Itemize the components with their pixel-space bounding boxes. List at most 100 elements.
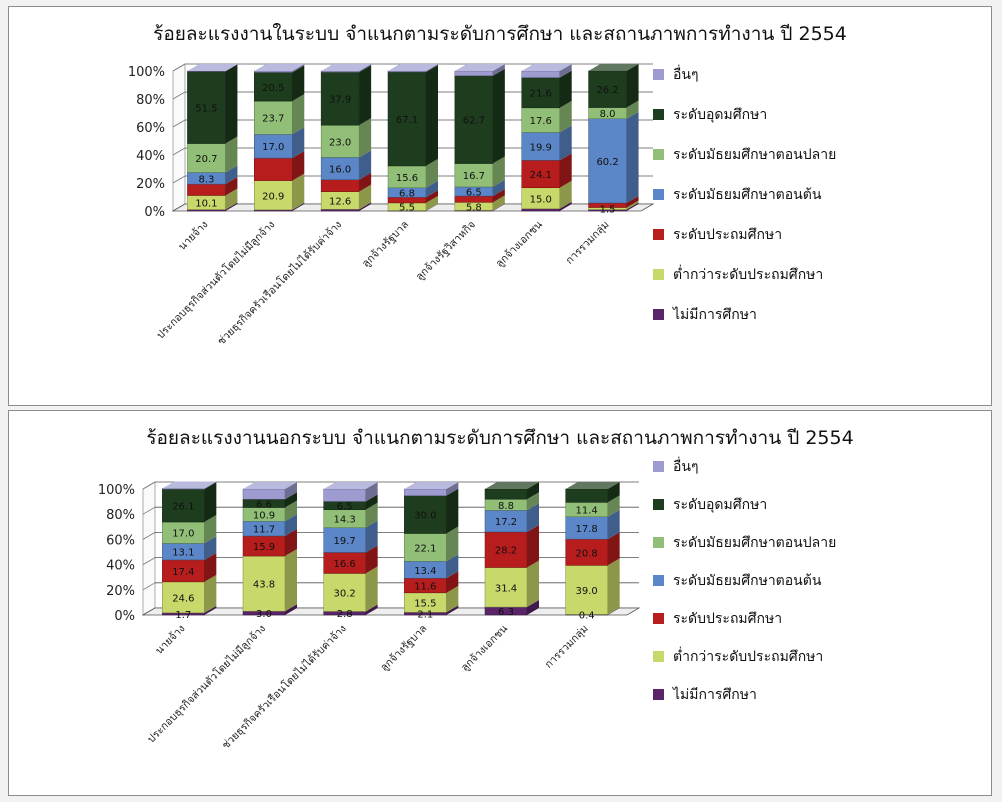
legend-label: ระดับอุดมศึกษา: [673, 107, 767, 123]
category-label: ช่วยธุรกิจครัวเรือนโดยไม่ได้รับค่าจ้าง: [215, 218, 345, 348]
data-label: 13.4: [414, 566, 436, 577]
bar-segment-side: [285, 604, 297, 615]
formal-workforce-chart: 0% 20% 40% 60% 80% 100% 10.1 8.3 20.7 51.5 นายจ้าง…: [128, 63, 836, 348]
bar-segment-side: [527, 600, 539, 615]
bar-segment: [323, 573, 366, 612]
bar-segment: [320, 179, 360, 192]
bar-segment: [162, 581, 205, 614]
bar-segment: [242, 488, 286, 500]
data-label: 2.8: [337, 609, 353, 620]
legend-swatch: [653, 651, 664, 662]
legend-label: ไม่มีการศึกษา: [672, 686, 757, 703]
data-label: 30.0: [414, 511, 436, 522]
bar-segment: [521, 70, 560, 78]
legend-swatch: [653, 689, 664, 700]
data-label: 39.0: [576, 586, 598, 597]
legend-label: ระดับมัธยมศึกษาตอนต้น: [673, 187, 822, 203]
bar-segment-side: [292, 65, 305, 102]
bar-segment-side: [365, 502, 378, 528]
bar-segment-side: [559, 70, 572, 108]
bar-segment: [521, 132, 560, 161]
bar-segment: [588, 70, 627, 108]
bar-segment-side: [292, 94, 305, 135]
bar-segment: [320, 209, 360, 212]
data-label: 23.7: [262, 114, 284, 125]
y-tick-label: 0%: [144, 205, 165, 220]
bar-segment-side: [292, 202, 305, 211]
category-label: นายจ้าง: [153, 623, 187, 657]
bar-segment-side: [285, 492, 297, 508]
bar-segment-side: [292, 173, 305, 210]
legend-swatch: [653, 537, 664, 548]
category-label: การรวมกลุ่ม: [564, 219, 612, 267]
data-label: 17.6: [530, 116, 552, 127]
legend-swatch: [653, 499, 664, 510]
data-label: 16.6: [334, 559, 356, 570]
y-tick-label: 80%: [106, 508, 135, 523]
data-label: 19.7: [334, 536, 356, 547]
bar-segment-side: [365, 545, 378, 574]
category-label: นายจ้าง: [176, 219, 210, 253]
bar-segment-side: [492, 68, 505, 164]
legend-label: อื่นๆ: [673, 65, 699, 83]
category-label: ลูกจ้างเอกชน: [494, 219, 545, 270]
y-tick-label: 100%: [98, 483, 135, 498]
data-label: 37.9: [329, 95, 351, 106]
bar-segment-side: [365, 566, 378, 612]
bar-segment: [254, 100, 293, 135]
y-tick-label: 100%: [128, 65, 165, 80]
data-label: 8.3: [198, 174, 214, 185]
data-label: 8.0: [600, 109, 616, 120]
data-label: 6.3: [498, 607, 514, 618]
bar-segment-side: [359, 150, 372, 180]
bar-top: [187, 64, 238, 71]
data-label: 1.5: [600, 205, 616, 216]
legend-label: อื่นๆ: [673, 457, 699, 475]
gridline-side: [142, 557, 156, 565]
gridline-side: [172, 175, 186, 184]
bar-segment-side: [607, 607, 620, 615]
data-label: 20.5: [262, 83, 284, 94]
bar-segment-side: [492, 203, 505, 211]
data-label: 5.5: [399, 203, 415, 214]
legend-swatch: [653, 575, 664, 586]
bar-segment: [521, 208, 560, 212]
data-label: 15.5: [414, 599, 436, 610]
data-label: 10.1: [195, 199, 217, 210]
bar-top: [388, 64, 438, 71]
bar-segment-side: [559, 64, 572, 78]
legend-label: ระดับมัธยมศึกษาตอนต้น: [673, 573, 822, 589]
data-label: 6.6: [256, 499, 272, 510]
bar-segment-side: [559, 125, 572, 161]
data-label: 6.8: [399, 189, 415, 200]
data-label: 15.6: [396, 173, 418, 184]
bar-segment: [162, 488, 205, 490]
bar-segment: [404, 488, 447, 496]
bar-segment-side: [559, 201, 572, 211]
category-label: ประกอบธุรกิจส่วนตัวโดยไม่มีลูกจ้าง: [154, 218, 278, 342]
bar-segment-side: [492, 189, 505, 203]
bar-segment-side: [626, 200, 639, 210]
data-label: 21.6: [530, 89, 552, 100]
data-label: 15.0: [530, 194, 552, 205]
data-label: 20.8: [576, 548, 598, 559]
data-label: 28.2: [495, 546, 517, 557]
data-label: 17.0: [262, 142, 284, 153]
bar-segment: [320, 71, 360, 126]
data-label: 11.6: [414, 582, 436, 593]
bar-top: [588, 63, 639, 71]
category-label: ลูกจ้างรัฐบาล: [360, 219, 411, 270]
bar-segment: [254, 70, 293, 73]
bar-segment: [187, 143, 226, 173]
bar-segment: [187, 183, 226, 196]
data-label: 17.8: [576, 524, 598, 535]
data-label: 67.1: [396, 115, 418, 126]
legend-swatch: [653, 69, 664, 80]
gridline-side: [142, 532, 156, 540]
legend-swatch: [653, 229, 664, 240]
bar-segment-side: [426, 203, 438, 211]
bar-segment-side: [607, 495, 620, 517]
category-label: ลูกจ้างเอกชน: [459, 623, 510, 674]
bar-segment-side: [492, 64, 505, 76]
data-label: 17.4: [172, 567, 194, 578]
